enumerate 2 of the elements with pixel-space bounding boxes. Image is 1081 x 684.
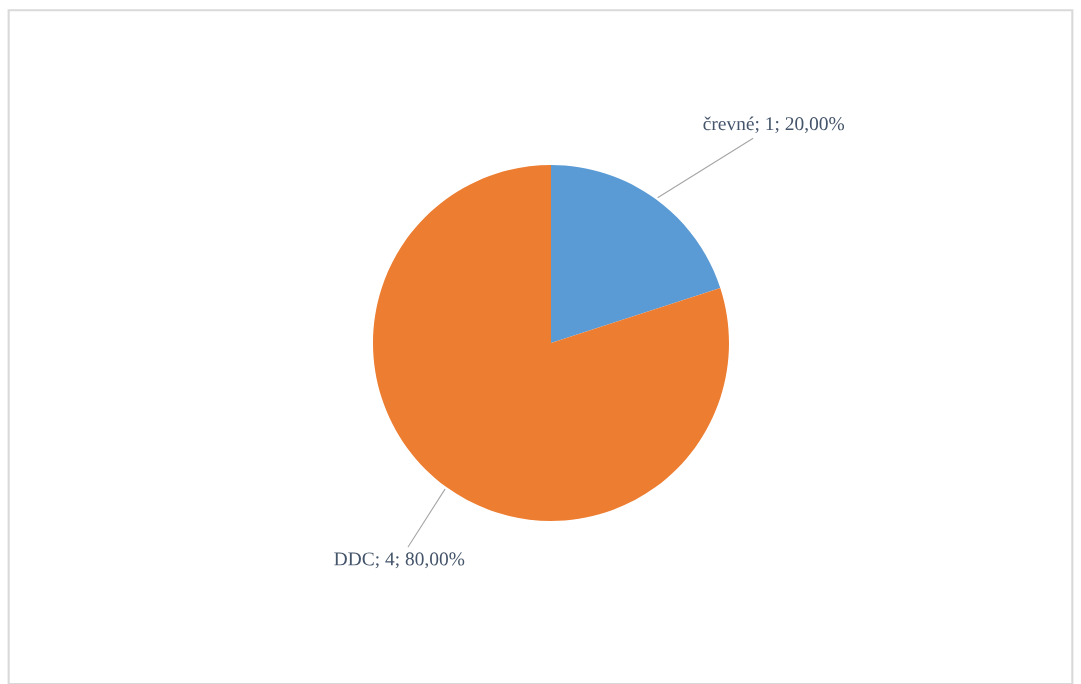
slice-label: DDC; 4; 80,00% xyxy=(334,552,465,569)
slice-label: črevné; 1; 20,00% xyxy=(703,116,845,134)
